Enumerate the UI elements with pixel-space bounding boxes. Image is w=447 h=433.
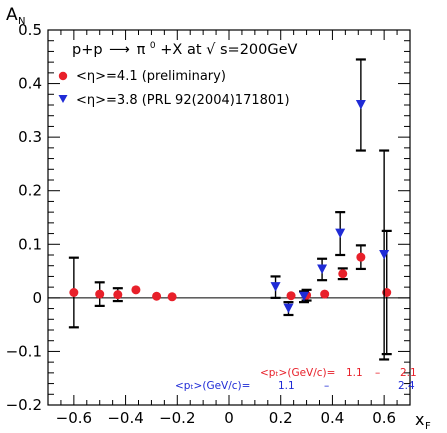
axes [47, 29, 411, 406]
pt-row-blue: <pₜ>(GeV/c)= 1.1 – 2.4 [175, 380, 415, 392]
y-axis-label-main: A [6, 5, 18, 25]
data-point-circle [320, 289, 330, 299]
title-arrow: ⟶ [109, 42, 130, 58]
title-lead: p+p [72, 42, 103, 58]
pt-row-value: 2.1 [400, 367, 417, 379]
y-tick-label: 0.5 [18, 21, 42, 39]
pt-row-value: 1.1 [346, 367, 363, 379]
y-axis-label-sub: N [18, 16, 25, 27]
data-point-triangle [270, 282, 281, 292]
data-point-circle [338, 269, 348, 279]
legend: <η>=4.1 (preliminary) <η>=3.8 (PRL 92(20… [58, 69, 290, 108]
legend-entry-0: <η>=4.1 (preliminary) [76, 69, 226, 84]
pt-row-label: <pₜ>(GeV/c)= [175, 380, 250, 392]
y-axis-label: A N [6, 5, 25, 27]
data-point-circle [131, 285, 141, 295]
y-tick-label: −0.2 [6, 396, 42, 414]
x-tick-label: −0.6 [56, 409, 92, 427]
legend-entry-1: <η>=3.8 (PRL 92(2004)171801) [76, 93, 290, 108]
y-tick-label: 0.1 [18, 235, 42, 253]
pt-row-dash: – [375, 367, 380, 379]
chart-title: p+p ⟶ π 0 +X at √ s=200GeV [72, 36, 298, 58]
x-tick-label: 0.6 [372, 409, 396, 427]
x-tick-label: −0.4 [107, 409, 143, 427]
data-point-triangle [355, 100, 366, 110]
title-pi-superscript: 0 [150, 41, 156, 51]
y-axis: −0.2 −0.1 0 0.1 0.2 0.3 0.4 0.5 [6, 21, 410, 414]
y-tick-label: 0.3 [18, 128, 42, 146]
x-tick-label: 0 [224, 409, 234, 427]
title-pi: π [137, 42, 146, 58]
data-point-circle [113, 290, 123, 300]
x-axis-label-sub: F [425, 421, 431, 432]
data-point-circle [167, 292, 177, 302]
legend-marker-triangle [58, 95, 68, 103]
x-axis: −0.6 −0.4 −0.2 0 0.2 0.4 0.6 [47, 30, 411, 427]
data-point-circle [286, 291, 296, 301]
pt-row-value: 2.4 [398, 380, 415, 392]
x-tick-label: 0.2 [269, 409, 293, 427]
data-point-circle [356, 252, 366, 262]
x-tick-label: 0.4 [320, 409, 344, 427]
title-root: √ [206, 42, 216, 58]
data-point-circle [152, 291, 162, 301]
data-point-circle [95, 289, 105, 299]
data-point-triangle [298, 291, 309, 302]
plot-frame [47, 29, 411, 406]
series-triangles [270, 58, 390, 361]
data-point-circle [69, 288, 79, 297]
x-axis-label-main: x [415, 410, 424, 429]
y-tick-label: −0.1 [6, 342, 42, 360]
data-points [68, 58, 392, 361]
data-point-triangle [379, 250, 390, 260]
series-circles [68, 229, 392, 356]
y-tick-label: 0 [32, 289, 42, 307]
y-tick-label: 0.4 [18, 75, 42, 93]
y-tick-label: 0.2 [18, 182, 42, 200]
data-point-triangle [317, 264, 328, 274]
pt-row-value: 1.1 [278, 380, 295, 392]
x-axis-label: x F [415, 410, 431, 432]
pt-row-red: <pₜ>(GeV/c)= 1.1 – 2.1 [260, 367, 417, 379]
data-point-triangle [283, 303, 294, 314]
pt-row-label: <pₜ>(GeV/c)= [260, 367, 335, 379]
pt-row-dash: – [324, 380, 329, 392]
data-point-triangle [335, 228, 346, 239]
title-after: +X at [160, 42, 206, 58]
legend-marker-circle [58, 71, 68, 81]
x-tick-label: −0.2 [159, 409, 195, 427]
title-tail: s=200GeV [220, 42, 298, 58]
